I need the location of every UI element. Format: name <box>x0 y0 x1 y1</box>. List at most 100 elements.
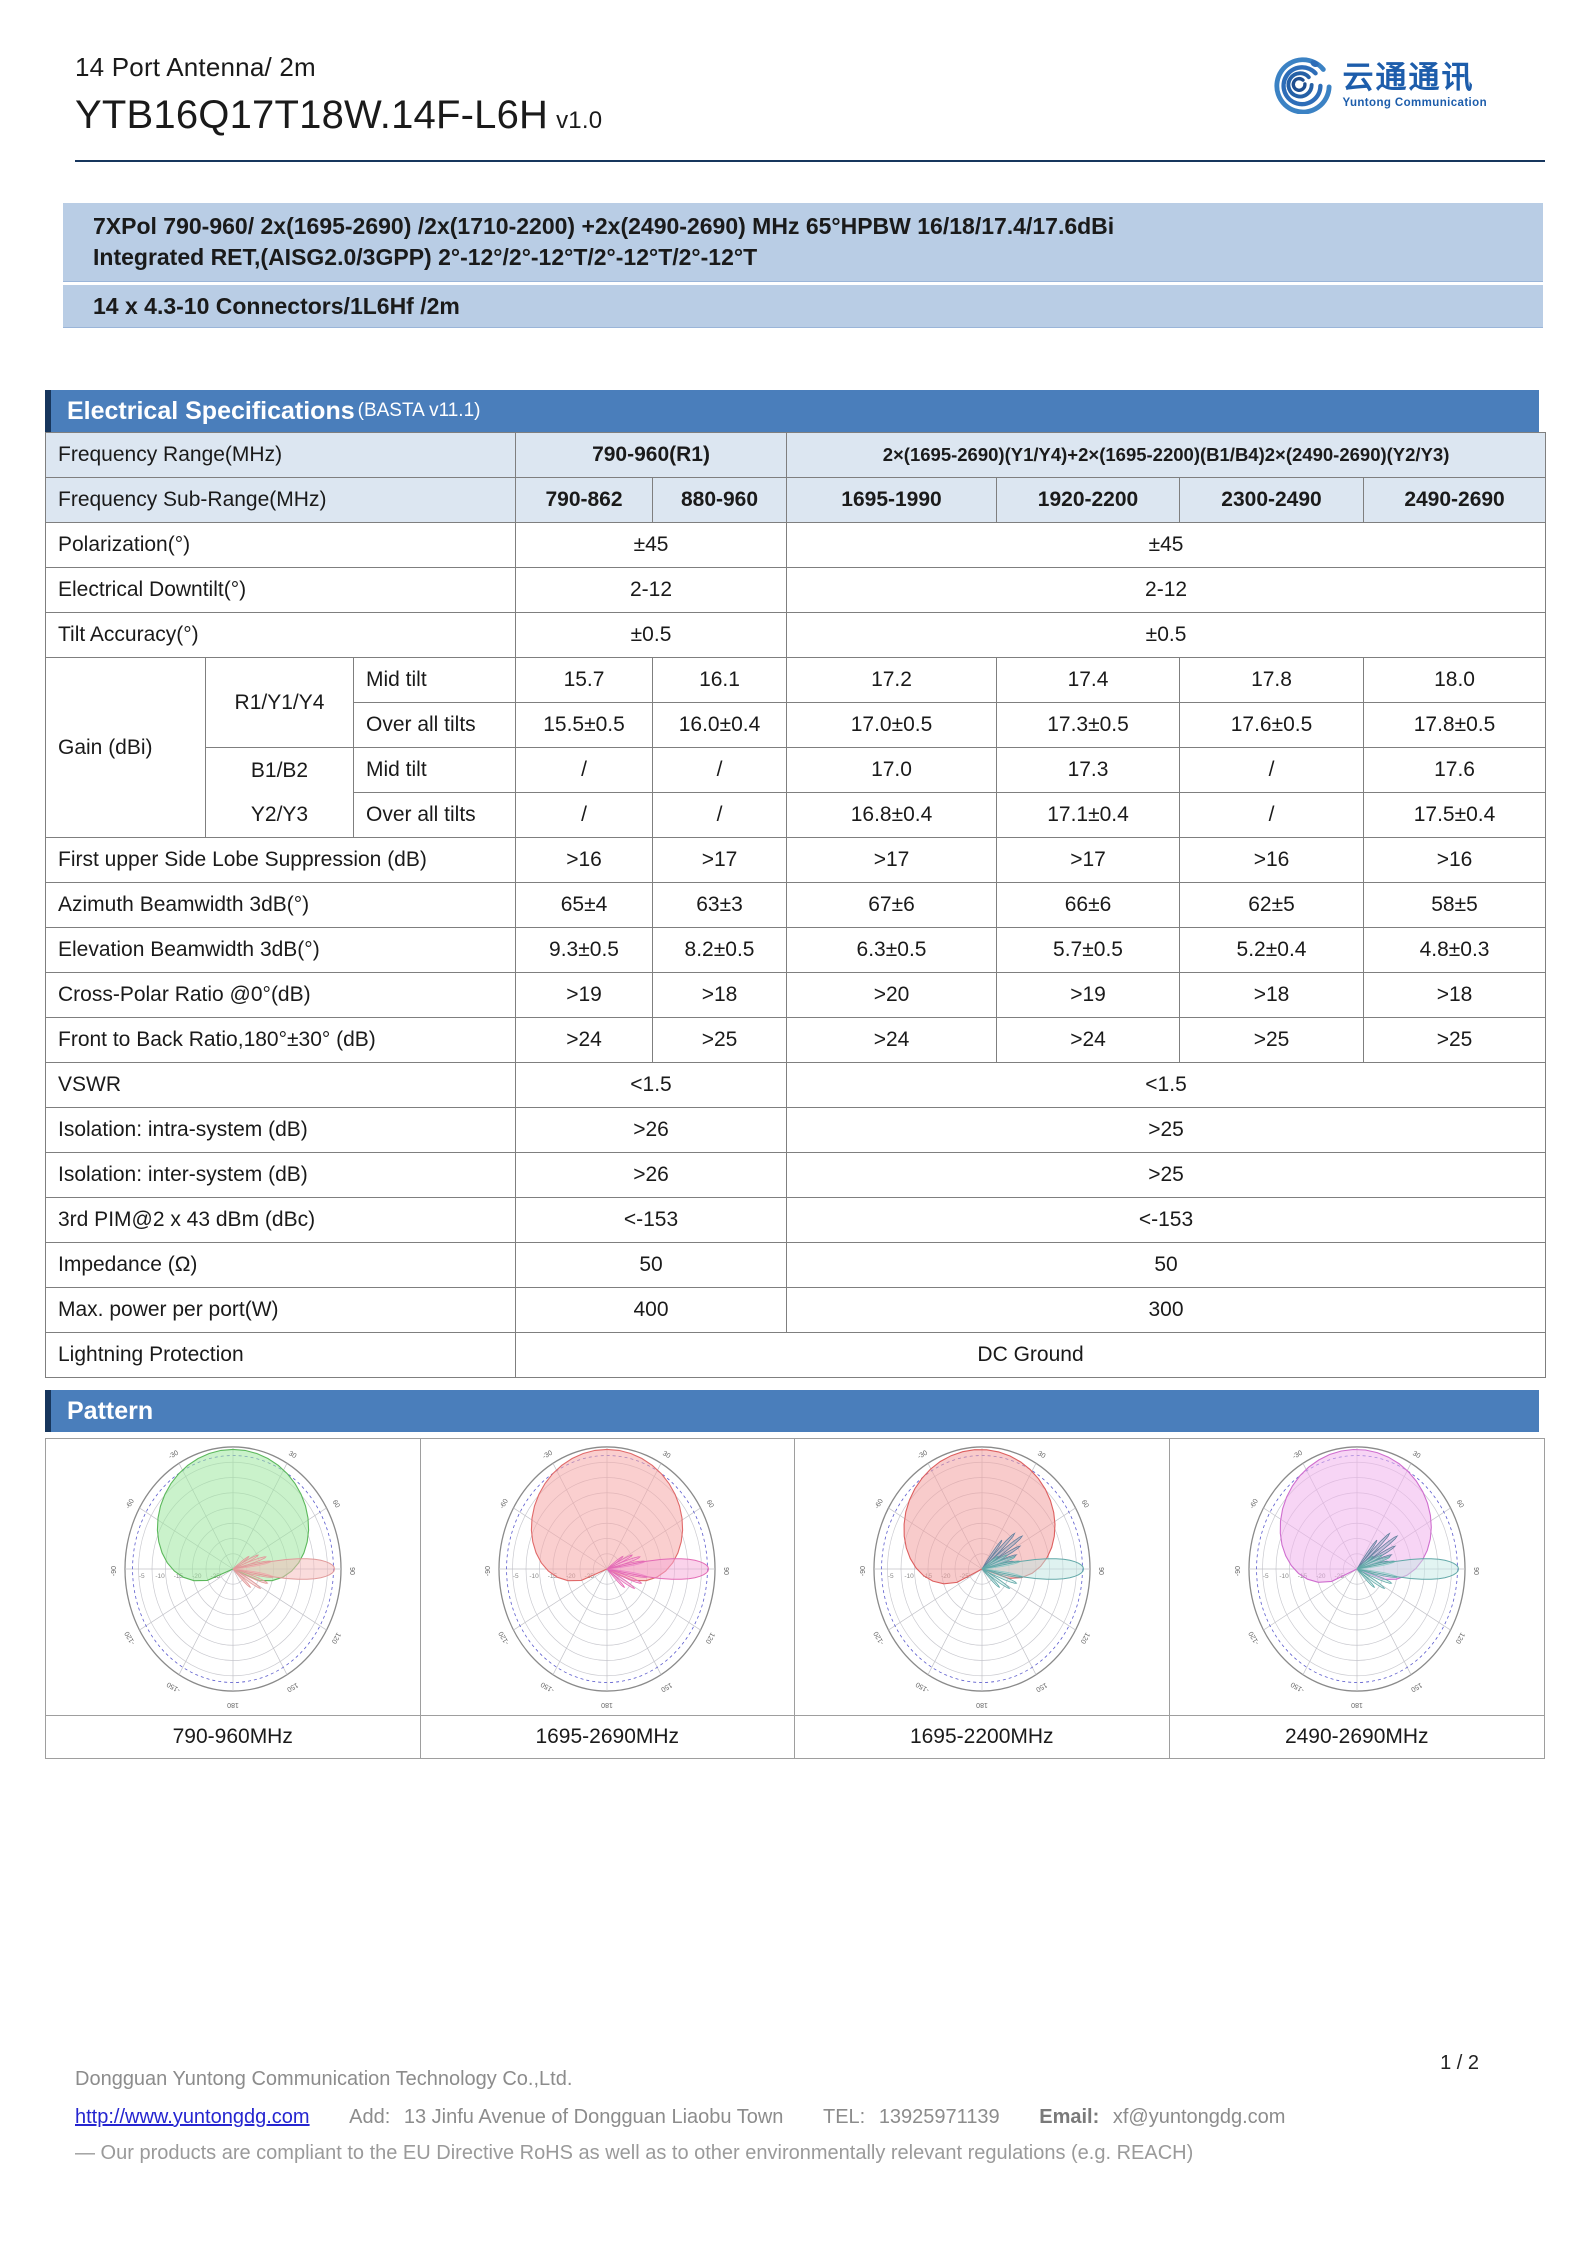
pattern-plot: 0306090120150180-150-120-90-60-30-5-10-1… <box>795 1439 1169 1715</box>
row-value-low: 50 <box>515 1242 788 1288</box>
table-row: Cross-Polar Ratio @0°(dB) >19 >18 >20 >1… <box>44 972 1547 1018</box>
table-row: Front to Back Ratio,180°±30° (dB) >24 >2… <box>44 1017 1547 1063</box>
model-number: YTB16Q17T18W.14F-L6H <box>75 93 549 137</box>
sub-range-value: 1920-2200 <box>996 477 1181 523</box>
svg-text:60: 60 <box>1079 1499 1089 1509</box>
sub-range-value: 2490-2690 <box>1363 477 1547 523</box>
svg-text:120: 120 <box>1453 1631 1465 1645</box>
svg-text:-90: -90 <box>860 1566 867 1576</box>
logo-chinese-name: 云通通讯 <box>1342 59 1475 95</box>
electrical-specs-title: Electrical Specifications <box>67 396 355 425</box>
row-label: Electrical Downtilt(°) <box>44 567 517 613</box>
row-value-high: 2-12 <box>786 567 1547 613</box>
gain-value: 17.0±0.5 <box>786 702 998 748</box>
svg-text:90: 90 <box>1472 1567 1479 1575</box>
gain-value: 17.0 <box>786 747 998 793</box>
gain-value: 17.1±0.4 <box>996 792 1181 838</box>
row-value-low: 400 <box>515 1287 788 1333</box>
svg-text:180: 180 <box>976 1701 988 1708</box>
svg-text:-150: -150 <box>166 1680 182 1693</box>
row-label: Polarization(°) <box>44 522 517 568</box>
tel-value: 13925971139 <box>878 2106 1000 2128</box>
row-value-low: <1.5 <box>515 1062 788 1108</box>
row-value: 66±6 <box>996 882 1181 928</box>
svg-text:-10: -10 <box>530 1573 540 1580</box>
svg-text:0: 0 <box>1355 1439 1359 1441</box>
gain-value: 17.8±0.5 <box>1363 702 1547 748</box>
model-line: YTB16Q17T18W.14F-L6H v1.0 <box>75 93 602 138</box>
gain-value: 16.8±0.4 <box>786 792 998 838</box>
gain-group-2b: Y2/Y3 <box>250 802 309 826</box>
row-value-low: <-153 <box>515 1197 788 1243</box>
svg-text:-5: -5 <box>139 1573 145 1580</box>
row-value-high: ±0.5 <box>786 612 1547 658</box>
gain-group-2a: B1/B2 <box>250 758 309 782</box>
sub-range-value: 880-960 <box>652 477 788 523</box>
gain-value: / <box>1179 792 1365 838</box>
row-value: >17 <box>652 837 788 883</box>
header-divider <box>75 160 1545 162</box>
svg-text:-120: -120 <box>1248 1630 1261 1646</box>
website-link[interactable]: http://www.yuntongdg.com <box>75 2106 310 2128</box>
table-row: Azimuth Beamwidth 3dB(°) 65±4 63±3 67±6 … <box>44 882 1547 928</box>
row-value: 58±5 <box>1363 882 1547 928</box>
gain-value: 17.3 <box>996 747 1181 793</box>
product-summary: 7XPol 790-960/ 2x(1695-2690) /2x(1710-22… <box>63 203 1543 328</box>
summary-band-2: 14 x 4.3-10 Connectors/1L6Hf /2m <box>63 285 1543 328</box>
page-number: 1 / 2 <box>1440 2052 1479 2074</box>
gain-value: 17.6±0.5 <box>1179 702 1365 748</box>
table-row: Over all tilts 15.5±0.5 16.0±0.4 17.0±0.… <box>46 702 1547 748</box>
table-row: Isolation: intra-system (dB) >26 >25 <box>44 1107 1547 1153</box>
row-value-low: ±45 <box>515 522 788 568</box>
row-value-low: ±0.5 <box>515 612 788 658</box>
pattern-plot-label: 1695-2690MHz <box>420 1715 794 1758</box>
summary-line-3: 14 x 4.3-10 Connectors/1L6Hf /2m <box>93 292 460 319</box>
row-value: >16 <box>1363 837 1547 883</box>
svg-text:-5: -5 <box>888 1573 894 1580</box>
row-value: >25 <box>652 1017 788 1063</box>
gain-value: 16.0±0.4 <box>652 702 788 748</box>
svg-text:-90: -90 <box>1235 1566 1242 1576</box>
row-label: Tilt Accuracy(°) <box>44 612 517 658</box>
row-value: 67±6 <box>786 882 998 928</box>
pattern-plot: 0306090120150180-150-120-90-60-30-5-10-1… <box>421 1439 795 1715</box>
row-label: Impedance (Ω) <box>44 1242 517 1288</box>
pattern-plot-label: 790-960MHz <box>46 1715 420 1758</box>
svg-text:150: 150 <box>1409 1681 1423 1693</box>
row-value: 4.8±0.3 <box>1363 927 1547 973</box>
table-row: Max. power per port(W) 400 300 <box>44 1287 1547 1333</box>
product-line: 14 Port Antenna/ 2m <box>75 52 316 82</box>
row-value: 9.3±0.5 <box>515 927 654 973</box>
row-label: 3rd PIM@2 x 43 dBm (dBc) <box>44 1197 517 1243</box>
row-value-high: >25 <box>786 1152 1547 1198</box>
email-label: Email: <box>1039 2106 1100 2128</box>
row-label: First upper Side Lobe Suppression (dB) <box>44 837 517 883</box>
row-label: Isolation: intra-system (dB) <box>44 1107 517 1153</box>
electrical-specs-subtitle: (BASTA v11.1) <box>357 400 481 421</box>
electrical-specs-table: Frequency Range(MHz) 790-960(R1) 2×(1695… <box>44 432 1547 1378</box>
pattern-panel: 0306090120150180-150-120-90-60-30-5-10-1… <box>795 1439 1170 1758</box>
email-value: xf@yuntongdg.com <box>1112 2106 1286 2128</box>
row-value: 5.7±0.5 <box>996 927 1181 973</box>
row-value-high: ±45 <box>786 522 1547 568</box>
pattern-header: Pattern <box>45 1390 1539 1432</box>
svg-text:180: 180 <box>227 1701 239 1708</box>
row-value: >18 <box>1363 972 1547 1018</box>
row-value: 5.2±0.4 <box>1179 927 1365 973</box>
summary-line-2: Integrated RET,(AISG2.0/3GPP) 2°-12°/2°-… <box>93 244 758 270</box>
row-value: >17 <box>996 837 1181 883</box>
pattern-plot-label: 1695-2200MHz <box>795 1715 1169 1758</box>
table-row: Polarization(°) ±45 ±45 <box>44 522 1547 568</box>
freq-range-high: 2×(1695-2690)(Y1/Y4)+2×(1695-2200)(B1/B4… <box>786 432 1547 478</box>
row-value-high: 50 <box>786 1242 1547 1288</box>
svg-text:90: 90 <box>348 1567 355 1575</box>
summary-band-1: 7XPol 790-960/ 2x(1695-2690) /2x(1710-22… <box>63 203 1543 282</box>
gain-value: 17.2 <box>786 657 998 703</box>
row-value: >18 <box>652 972 788 1018</box>
gain-value: 17.8 <box>1179 657 1365 703</box>
table-row: Gain (dBi) R1/Y1/Y4 Mid tilt 15.7 16.1 1… <box>45 657 1547 838</box>
gain-value: 17.6 <box>1363 747 1547 793</box>
table-row: B1/B2 Y2/Y3 Mid tilt / / 17.0 17.3 / 17.6 <box>46 747 1547 838</box>
gain-value: 17.4 <box>996 657 1181 703</box>
